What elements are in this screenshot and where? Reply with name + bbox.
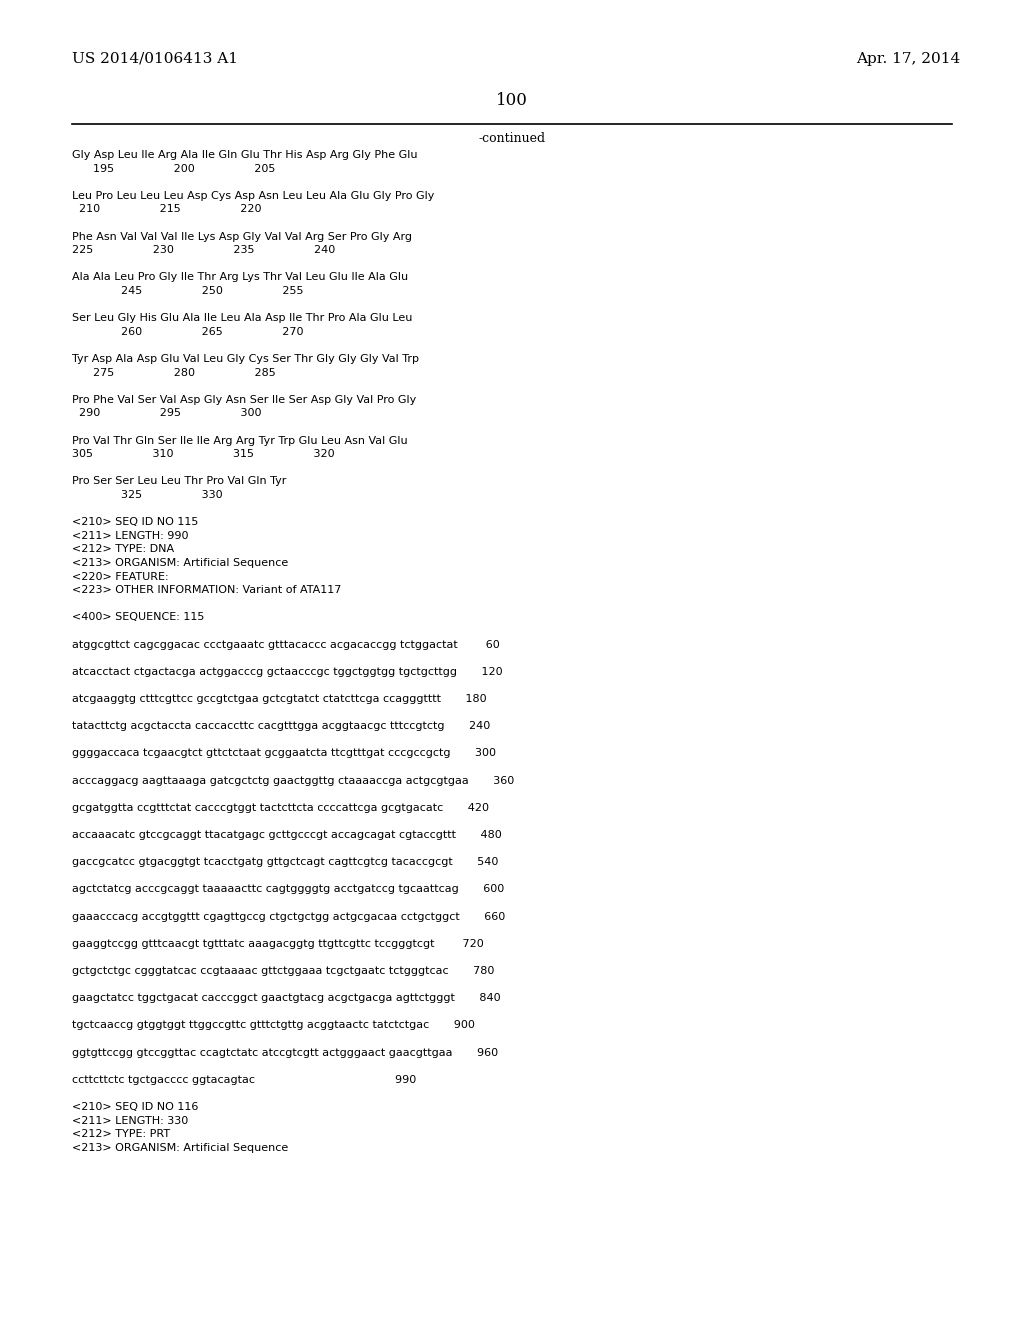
Text: accaaacatc gtccgcaggt ttacatgagc gcttgcccgt accagcagat cgtaccgttt       480: accaaacatc gtccgcaggt ttacatgagc gcttgcc… <box>72 830 502 840</box>
Text: US 2014/0106413 A1: US 2014/0106413 A1 <box>72 51 238 66</box>
Text: 290                 295                 300: 290 295 300 <box>72 408 261 418</box>
Text: <213> ORGANISM: Artificial Sequence: <213> ORGANISM: Artificial Sequence <box>72 1143 288 1152</box>
Text: Leu Pro Leu Leu Leu Asp Cys Asp Asn Leu Leu Ala Glu Gly Pro Gly: Leu Pro Leu Leu Leu Asp Cys Asp Asn Leu … <box>72 191 434 201</box>
Text: acccaggacg aagttaaaga gatcgctctg gaactggttg ctaaaaccga actgcgtgaa       360: acccaggacg aagttaaaga gatcgctctg gaactgg… <box>72 776 514 785</box>
Text: gcgatggtta ccgtttctat cacccgtggt tactcttcta ccccattcga gcgtgacatc       420: gcgatggtta ccgtttctat cacccgtggt tactctt… <box>72 803 489 813</box>
Text: gaagctatcc tggctgacat cacccggct gaactgtacg acgctgacga agttctgggt       840: gaagctatcc tggctgacat cacccggct gaactgta… <box>72 993 501 1003</box>
Text: ggggaccaca tcgaacgtct gttctctaat gcggaatcta ttcgtttgat cccgccgctg       300: ggggaccaca tcgaacgtct gttctctaat gcggaat… <box>72 748 496 759</box>
Text: <211> LENGTH: 330: <211> LENGTH: 330 <box>72 1115 188 1126</box>
Text: <220> FEATURE:: <220> FEATURE: <box>72 572 169 582</box>
Text: atcgaaggtg ctttcgttcc gccgtctgaa gctcgtatct ctatcttcga ccagggtttt       180: atcgaaggtg ctttcgttcc gccgtctgaa gctcgta… <box>72 694 486 704</box>
Text: 325                 330: 325 330 <box>72 490 222 500</box>
Text: 260                 265                 270: 260 265 270 <box>72 327 303 337</box>
Text: agctctatcg acccgcaggt taaaaacttc cagtggggtg acctgatccg tgcaattcag       600: agctctatcg acccgcaggt taaaaacttc cagtggg… <box>72 884 504 895</box>
Text: 225                 230                 235                 240: 225 230 235 240 <box>72 246 335 255</box>
Text: gaaacccacg accgtggttt cgagttgccg ctgctgctgg actgcgacaa cctgctggct       660: gaaacccacg accgtggttt cgagttgccg ctgctgc… <box>72 912 505 921</box>
Text: -continued: -continued <box>478 132 546 145</box>
Text: Ala Ala Leu Pro Gly Ile Thr Arg Lys Thr Val Leu Glu Ile Ala Glu: Ala Ala Leu Pro Gly Ile Thr Arg Lys Thr … <box>72 272 409 282</box>
Text: tgctcaaccg gtggtggt ttggccgttc gtttctgttg acggtaactc tatctctgac       900: tgctcaaccg gtggtggt ttggccgttc gtttctgtt… <box>72 1020 475 1031</box>
Text: Phe Asn Val Val Val Ile Lys Asp Gly Val Val Arg Ser Pro Gly Arg: Phe Asn Val Val Val Ile Lys Asp Gly Val … <box>72 231 412 242</box>
Text: 195                 200                 205: 195 200 205 <box>72 164 275 174</box>
Text: tatacttctg acgctaccta caccaccttc cacgtttgga acggtaacgc tttccgtctg       240: tatacttctg acgctaccta caccaccttc cacgttt… <box>72 721 490 731</box>
Text: Gly Asp Leu Ile Arg Ala Ile Gln Glu Thr His Asp Arg Gly Phe Glu: Gly Asp Leu Ile Arg Ala Ile Gln Glu Thr … <box>72 150 418 160</box>
Text: Pro Ser Ser Leu Leu Thr Pro Val Gln Tyr: Pro Ser Ser Leu Leu Thr Pro Val Gln Tyr <box>72 477 287 486</box>
Text: Pro Phe Val Ser Val Asp Gly Asn Ser Ile Ser Asp Gly Val Pro Gly: Pro Phe Val Ser Val Asp Gly Asn Ser Ile … <box>72 395 416 405</box>
Text: Apr. 17, 2014: Apr. 17, 2014 <box>856 51 961 66</box>
Text: Tyr Asp Ala Asp Glu Val Leu Gly Cys Ser Thr Gly Gly Gly Val Trp: Tyr Asp Ala Asp Glu Val Leu Gly Cys Ser … <box>72 354 419 364</box>
Text: <400> SEQUENCE: 115: <400> SEQUENCE: 115 <box>72 612 205 623</box>
Text: 305                 310                 315                 320: 305 310 315 320 <box>72 449 335 459</box>
Text: gctgctctgc cgggtatcac ccgtaaaac gttctggaaa tcgctgaatc tctgggtcac       780: gctgctctgc cgggtatcac ccgtaaaac gttctgga… <box>72 966 495 975</box>
Text: atcacctact ctgactacga actggacccg gctaacccgc tggctggtgg tgctgcttgg       120: atcacctact ctgactacga actggacccg gctaacc… <box>72 667 503 677</box>
Text: Pro Val Thr Gln Ser Ile Ile Arg Arg Tyr Trp Glu Leu Asn Val Glu: Pro Val Thr Gln Ser Ile Ile Arg Arg Tyr … <box>72 436 408 446</box>
Text: gaccgcatcc gtgacggtgt tcacctgatg gttgctcagt cagttcgtcg tacaccgcgt       540: gaccgcatcc gtgacggtgt tcacctgatg gttgctc… <box>72 857 499 867</box>
Text: ggtgttccgg gtccggttac ccagtctatc atccgtcgtt actgggaact gaacgttgaa       960: ggtgttccgg gtccggttac ccagtctatc atccgtc… <box>72 1048 498 1057</box>
Text: <212> TYPE: DNA: <212> TYPE: DNA <box>72 544 174 554</box>
Text: <212> TYPE: PRT: <212> TYPE: PRT <box>72 1129 170 1139</box>
Text: <211> LENGTH: 990: <211> LENGTH: 990 <box>72 531 188 541</box>
Text: <210> SEQ ID NO 116: <210> SEQ ID NO 116 <box>72 1102 199 1111</box>
Text: gaaggtccgg gtttcaacgt tgtttatc aaagacggtg ttgttcgttc tccgggtcgt        720: gaaggtccgg gtttcaacgt tgtttatc aaagacggt… <box>72 939 483 949</box>
Text: atggcgttct cagcggacac ccctgaaatc gtttacaccc acgacaccgg tctggactat        60: atggcgttct cagcggacac ccctgaaatc gtttaca… <box>72 640 500 649</box>
Text: 275                 280                 285: 275 280 285 <box>72 367 275 378</box>
Text: <223> OTHER INFORMATION: Variant of ATA117: <223> OTHER INFORMATION: Variant of ATA1… <box>72 585 341 595</box>
Text: 245                 250                 255: 245 250 255 <box>72 286 303 296</box>
Text: ccttcttctc tgctgacccc ggtacagtac                                        990: ccttcttctc tgctgacccc ggtacagtac 990 <box>72 1074 416 1085</box>
Text: <213> ORGANISM: Artificial Sequence: <213> ORGANISM: Artificial Sequence <box>72 558 288 568</box>
Text: <210> SEQ ID NO 115: <210> SEQ ID NO 115 <box>72 517 199 527</box>
Text: 100: 100 <box>496 92 528 110</box>
Text: Ser Leu Gly His Glu Ala Ile Leu Ala Asp Ile Thr Pro Ala Glu Leu: Ser Leu Gly His Glu Ala Ile Leu Ala Asp … <box>72 313 413 323</box>
Text: 210                 215                 220: 210 215 220 <box>72 205 261 214</box>
